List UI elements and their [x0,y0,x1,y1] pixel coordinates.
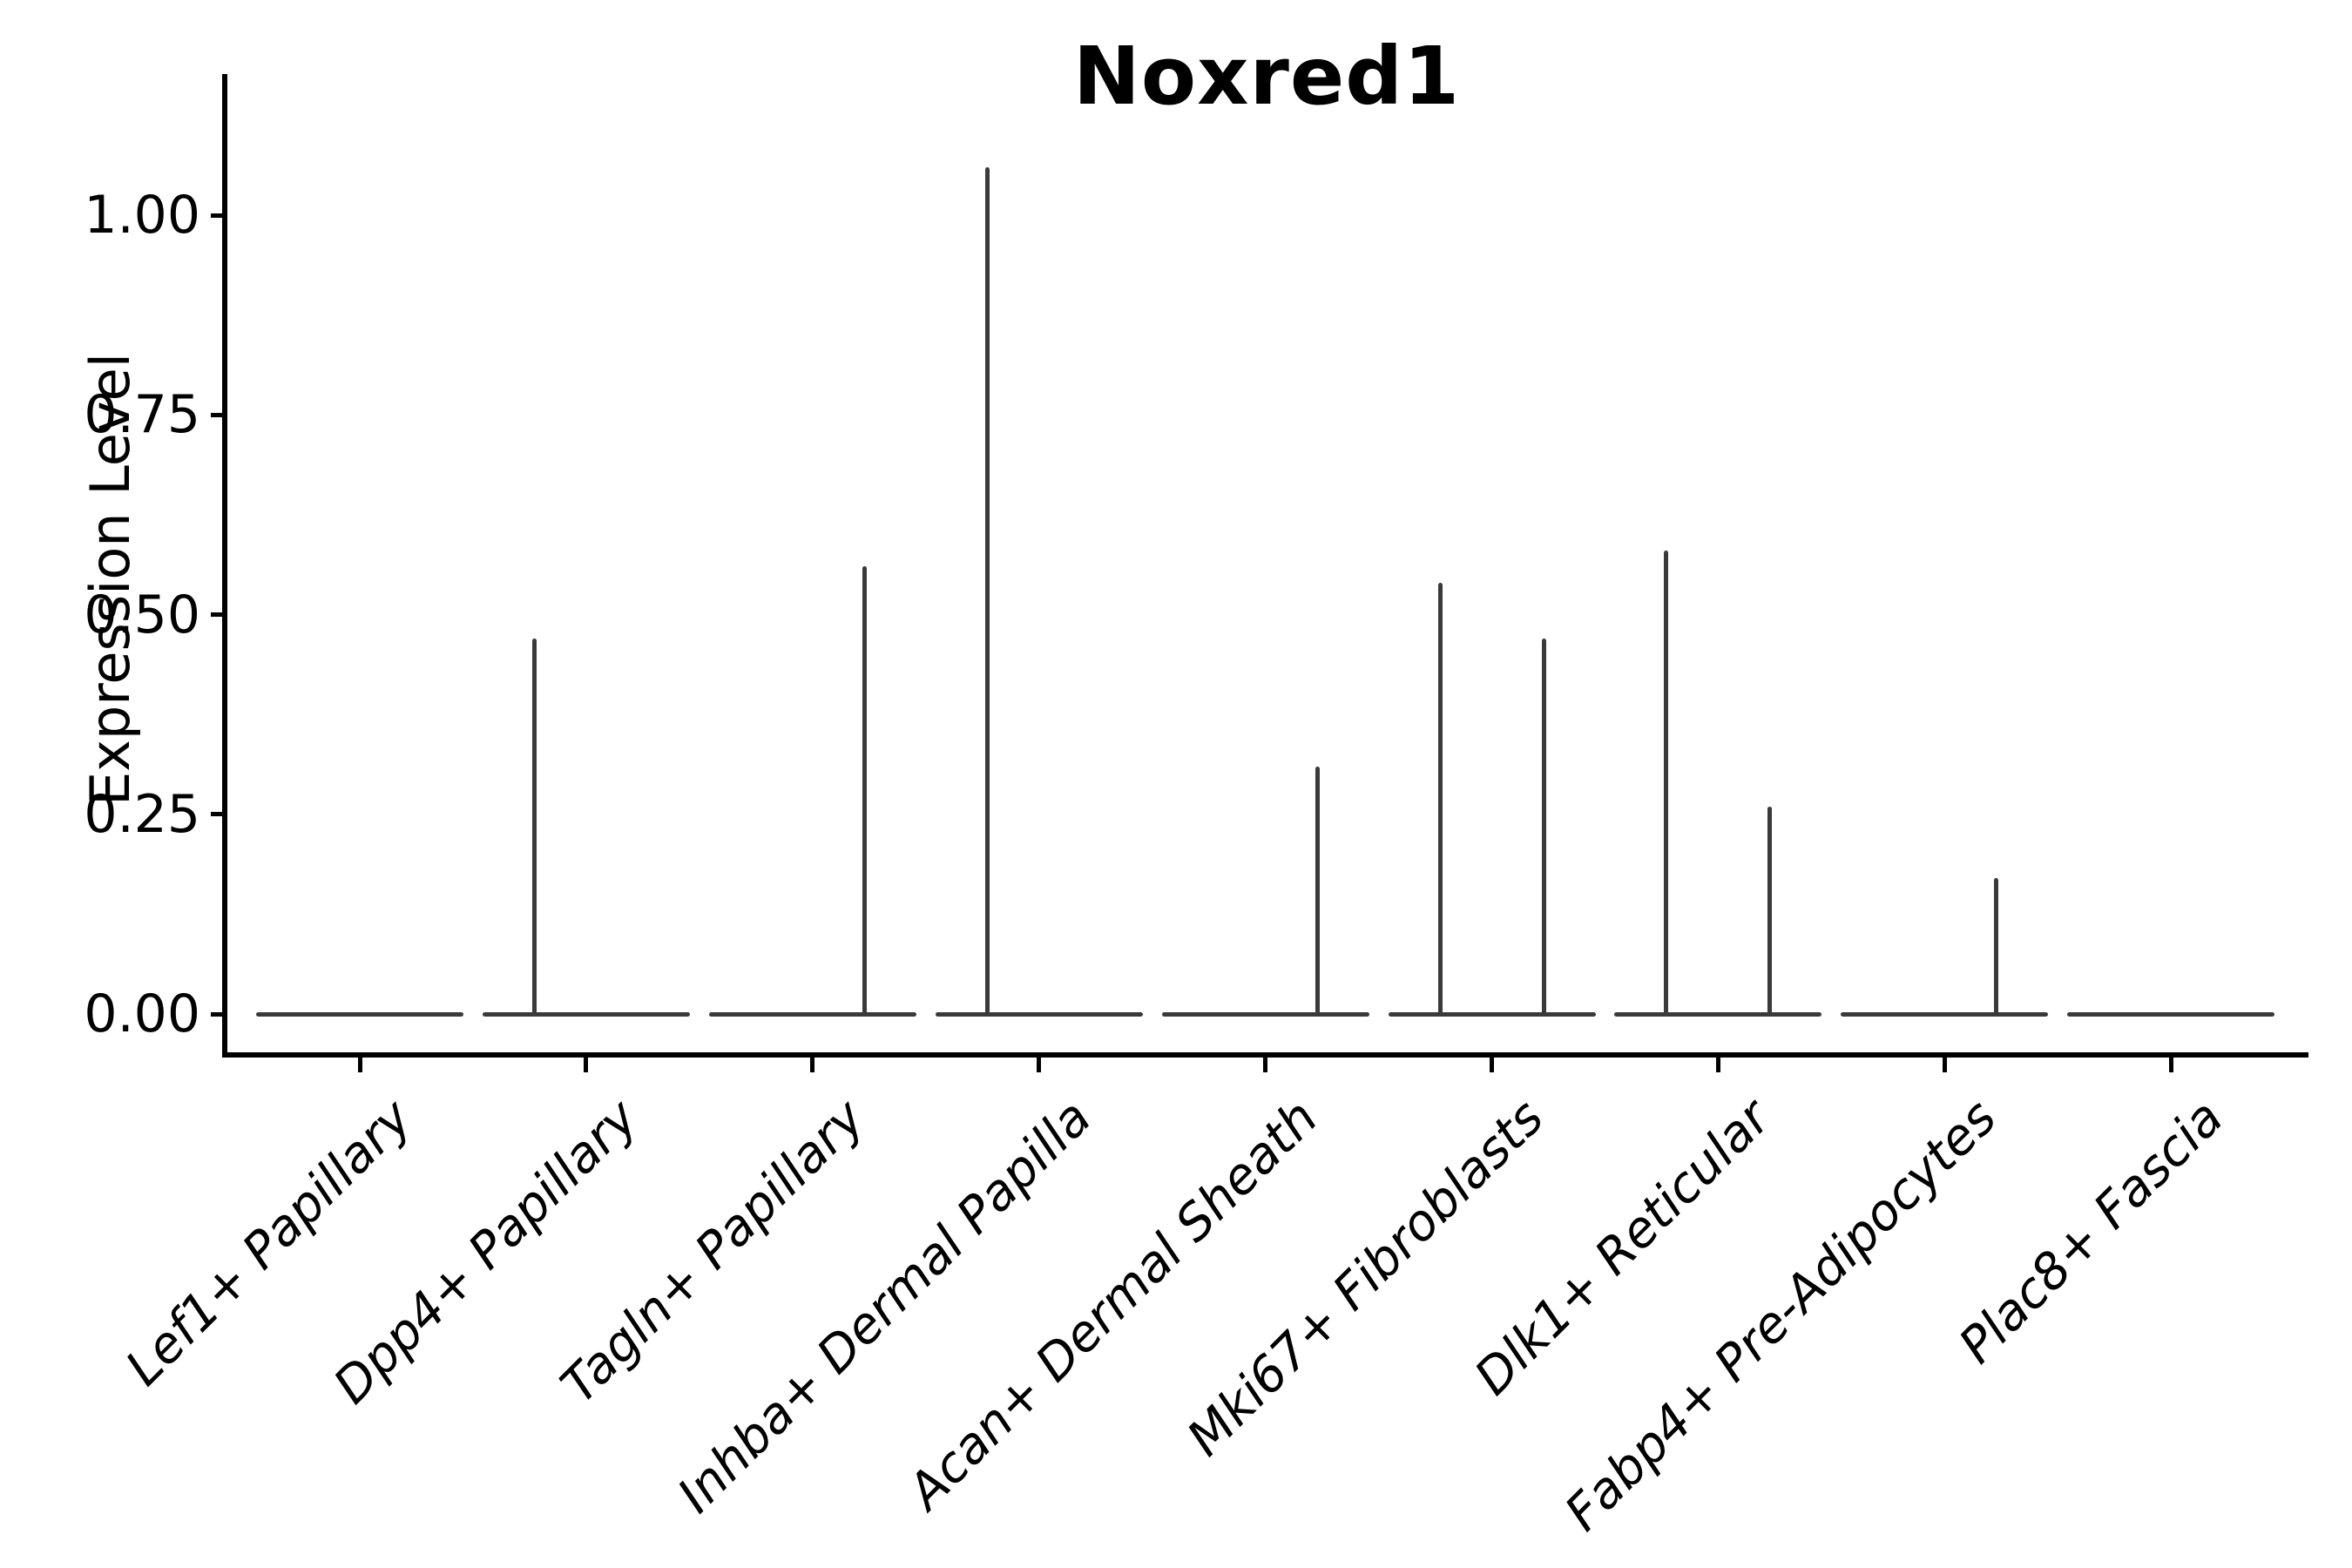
violin-spike [1994,878,1999,1017]
x-axis-tick [1490,1058,1494,1072]
violin-baseline [1388,1011,1596,1017]
violin-spike [1315,766,1320,1017]
x-axis-tick [584,1058,589,1072]
x-axis-tick [1942,1058,1947,1072]
violin-baseline [935,1011,1143,1017]
x-axis-tick-label: Fabp4+ Pre-Adipocytes [1554,1088,2008,1543]
violin-spike [862,566,867,1017]
violin-baseline [1614,1011,1822,1017]
y-axis-tick [211,1011,225,1017]
violin-baseline [1161,1011,1369,1017]
y-axis-tick-label: 0.75 [84,384,200,446]
violin-spike [1664,551,1669,1017]
x-axis-tick [1037,1058,1042,1072]
y-axis-tick [211,812,225,817]
y-axis-tick-label: 0.50 [84,584,200,645]
x-axis-spine [222,1052,2308,1058]
y-axis-tick [211,412,225,417]
violin-baseline [256,1011,463,1017]
y-axis-tick-label: 1.00 [84,185,200,246]
violin-spike [1437,582,1443,1017]
violin-baseline [1841,1011,2049,1017]
violin-baseline [2067,1011,2275,1017]
violin-baseline [482,1011,690,1017]
y-axis-tick [211,213,225,218]
violin-spike [531,639,537,1017]
y-axis-tick-label: 0.00 [84,983,200,1044]
chart-title: Noxred1 [1072,30,1461,123]
x-axis-tick [1263,1058,1268,1072]
violin-spike [1767,806,1773,1017]
violin-spike [1541,639,1546,1017]
y-axis-tick [211,612,225,617]
violin-baseline [708,1011,916,1017]
y-axis-spine [222,74,227,1058]
violin-spike [984,166,990,1017]
x-axis-tick [357,1058,362,1072]
x-axis-tick-label: Acan+ Dermal Sheath [896,1088,1329,1521]
x-axis-tick [1715,1058,1720,1072]
x-axis-tick [810,1058,815,1072]
y-axis-tick-label: 0.25 [84,783,200,845]
x-axis-tick [2168,1058,2173,1072]
x-axis-tick-label: Inhba+ Dermal Papilla [666,1088,1103,1524]
